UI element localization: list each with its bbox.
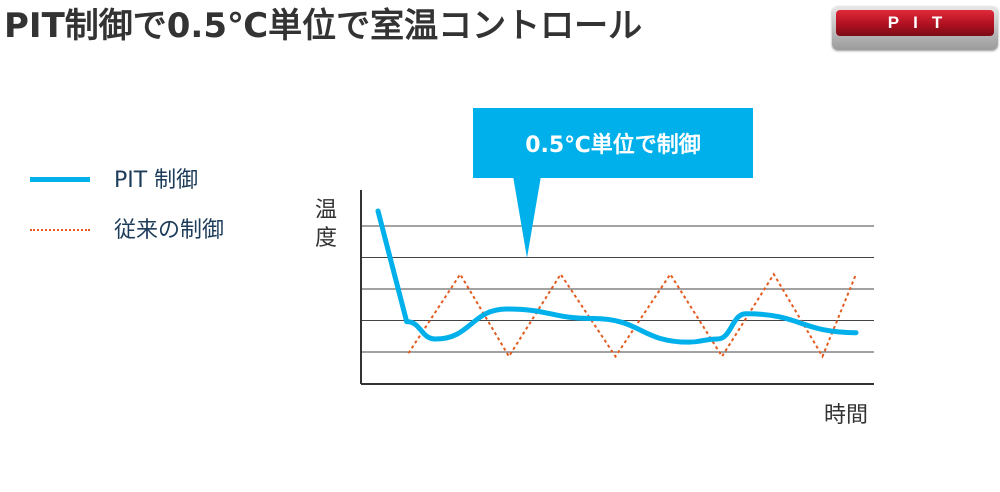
legend-swatch-dotted <box>30 229 90 231</box>
page-title: PIT制御で0.5℃単位で室温コントロール <box>4 6 643 46</box>
series-layer <box>375 208 859 359</box>
legend-swatch-solid <box>30 177 90 182</box>
callout-box: 0.5℃単位で制御 <box>473 108 753 258</box>
legend-label-pit: PIT 制御 <box>114 168 199 193</box>
pit-logo: PIT <box>832 6 998 50</box>
y-axis-label-char: 度 <box>315 226 337 251</box>
callout-text: 0.5℃単位で制御 <box>525 132 701 158</box>
series-line-pit <box>375 208 859 345</box>
pit-logo-text: PIT <box>887 13 957 32</box>
grid-lines <box>361 225 874 353</box>
y-axis-label-char: 温 <box>315 198 337 223</box>
callout-pointer <box>513 176 541 258</box>
callout-background <box>473 108 753 178</box>
y-axis-label: 温 度 <box>315 198 337 251</box>
x-axis-label: 時間 <box>824 403 868 428</box>
pit-logo-badge: PIT <box>836 10 994 36</box>
legend-label-conventional: 従来の制御 <box>114 218 225 243</box>
series-line-conventional <box>407 272 857 359</box>
